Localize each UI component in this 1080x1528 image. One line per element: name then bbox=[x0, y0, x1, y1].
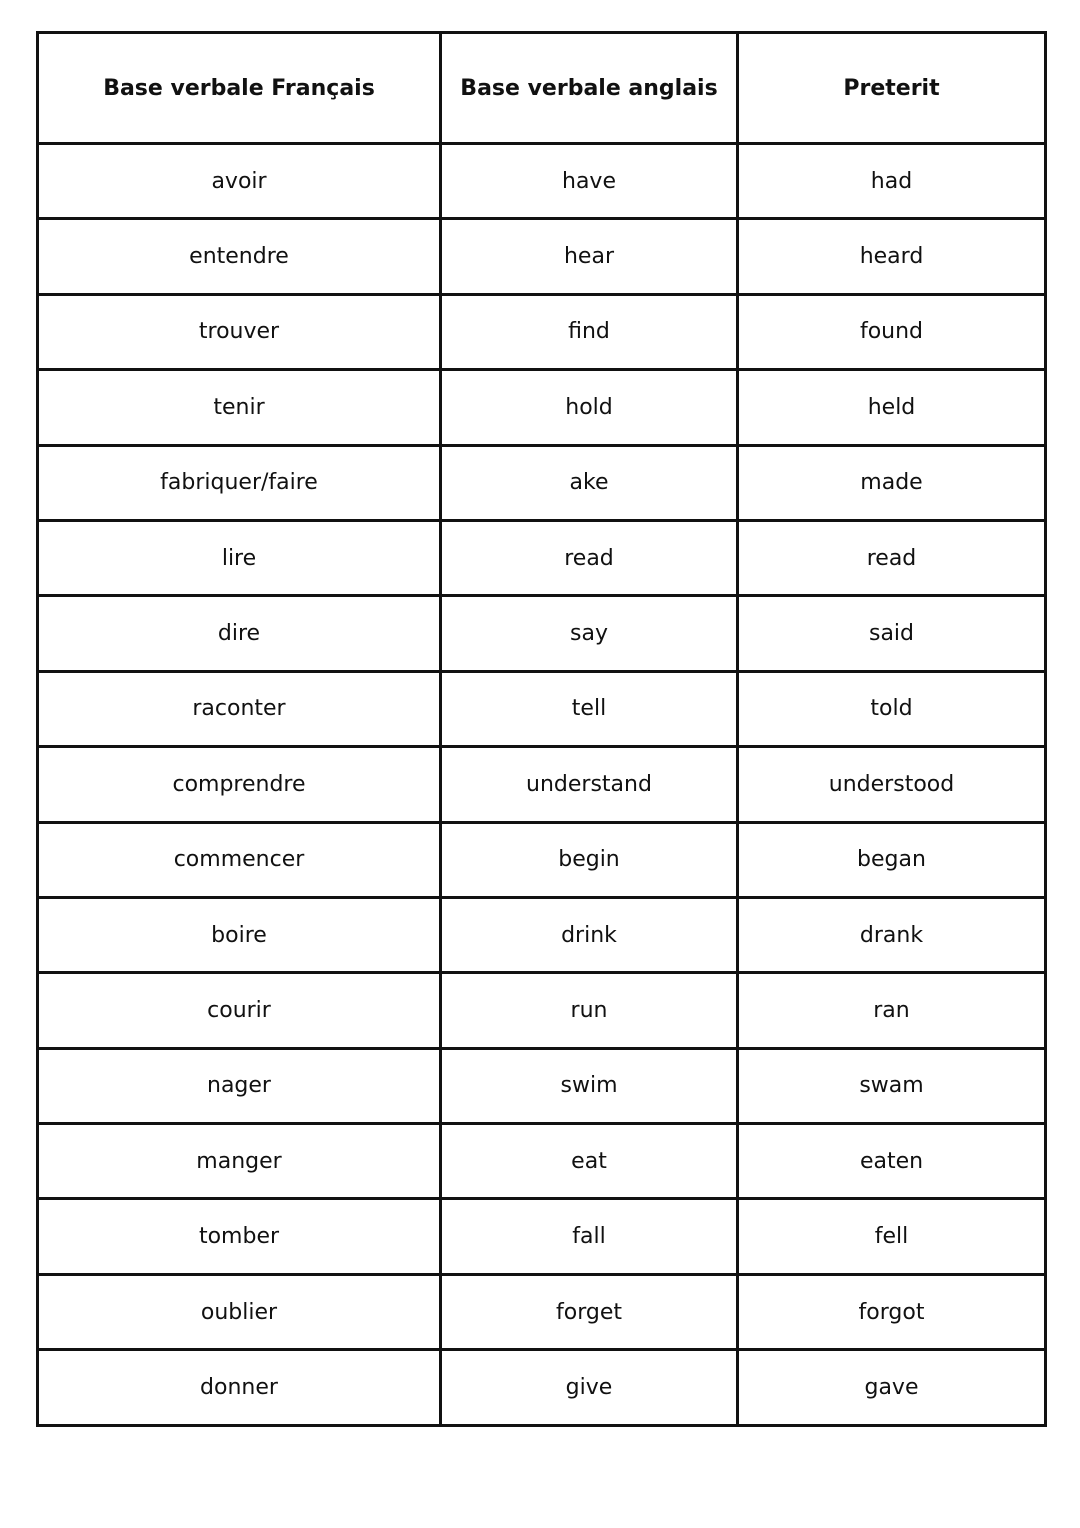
header-french-base: Base verbale Français bbox=[36, 31, 442, 145]
cell-english-base: read bbox=[439, 518, 739, 598]
cell-english-base: give bbox=[439, 1348, 739, 1427]
cell-preterit: eaten bbox=[736, 1122, 1047, 1201]
table-row: oublier forget forgot bbox=[36, 1272, 1047, 1352]
header-english-base: Base verbale anglais bbox=[439, 31, 739, 145]
cell-preterit: forgot bbox=[736, 1272, 1047, 1352]
table-row: boire drink drank bbox=[36, 895, 1047, 975]
cell-english-base: tell bbox=[439, 669, 739, 749]
cell-english-base: understand bbox=[439, 745, 739, 824]
cell-english-base: have bbox=[439, 141, 739, 221]
cell-french-base: avoir bbox=[36, 141, 442, 221]
cell-preterit: said bbox=[736, 594, 1047, 673]
cell-preterit: understood bbox=[736, 745, 1047, 824]
table-row: manger eat eaten bbox=[36, 1122, 1047, 1201]
cell-french-base: dire bbox=[36, 594, 442, 673]
cell-french-base: tenir bbox=[36, 368, 442, 447]
cell-preterit: read bbox=[736, 518, 1047, 598]
table-row: courir run ran bbox=[36, 971, 1047, 1050]
table-row: trouver find found bbox=[36, 292, 1047, 372]
cell-preterit: heard bbox=[736, 217, 1047, 296]
cell-french-base: boire bbox=[36, 895, 442, 975]
table-row: donner give gave bbox=[36, 1348, 1047, 1427]
cell-english-base: ake bbox=[439, 443, 739, 522]
cell-french-base: nager bbox=[36, 1046, 442, 1126]
cell-english-base: run bbox=[439, 971, 739, 1050]
cell-french-base: fabriquer/faire bbox=[36, 443, 442, 522]
cell-french-base: manger bbox=[36, 1122, 442, 1201]
table-row: entendre hear heard bbox=[36, 217, 1047, 296]
cell-preterit: ran bbox=[736, 971, 1047, 1050]
cell-french-base: raconter bbox=[36, 669, 442, 749]
table-row: tomber fall fell bbox=[36, 1197, 1047, 1276]
cell-preterit: fell bbox=[736, 1197, 1047, 1276]
cell-preterit: held bbox=[736, 368, 1047, 447]
cell-french-base: courir bbox=[36, 971, 442, 1050]
cell-english-base: swim bbox=[439, 1046, 739, 1126]
cell-french-base: oublier bbox=[36, 1272, 442, 1352]
cell-french-base: lire bbox=[36, 518, 442, 598]
cell-english-base: drink bbox=[439, 895, 739, 975]
cell-french-base: trouver bbox=[36, 292, 442, 372]
cell-preterit: made bbox=[736, 443, 1047, 522]
cell-french-base: comprendre bbox=[36, 745, 442, 824]
cell-french-base: tomber bbox=[36, 1197, 442, 1276]
table-row: commencer begin began bbox=[36, 820, 1047, 899]
table-row: nager swim swam bbox=[36, 1046, 1047, 1126]
cell-english-base: eat bbox=[439, 1122, 739, 1201]
table-row: raconter tell told bbox=[36, 669, 1047, 749]
cell-french-base: entendre bbox=[36, 217, 442, 296]
table-row: tenir hold held bbox=[36, 368, 1047, 447]
cell-english-base: fall bbox=[439, 1197, 739, 1276]
cell-english-base: hold bbox=[439, 368, 739, 447]
cell-english-base: forget bbox=[439, 1272, 739, 1352]
cell-preterit: told bbox=[736, 669, 1047, 749]
table-row: lire read read bbox=[36, 518, 1047, 598]
table-row: fabriquer/faire ake made bbox=[36, 443, 1047, 522]
cell-french-base: commencer bbox=[36, 820, 442, 899]
table-body: avoir have had entendre hear heard trouver find… bbox=[36, 141, 1047, 1427]
table-row: avoir have had bbox=[36, 141, 1047, 221]
cell-preterit: drank bbox=[736, 895, 1047, 975]
verb-table: Base verbale Français Base verbale angla… bbox=[36, 31, 1047, 1427]
table-row: comprendre understand understood bbox=[36, 745, 1047, 824]
cell-preterit: gave bbox=[736, 1348, 1047, 1427]
header-preterit: Preterit bbox=[736, 31, 1047, 145]
header-row: Base verbale Français Base verbale angla… bbox=[36, 31, 1047, 145]
table-row: dire say said bbox=[36, 594, 1047, 673]
cell-preterit: swam bbox=[736, 1046, 1047, 1126]
cell-english-base: find bbox=[439, 292, 739, 372]
cell-preterit: began bbox=[736, 820, 1047, 899]
cell-english-base: say bbox=[439, 594, 739, 673]
cell-english-base: hear bbox=[439, 217, 739, 296]
cell-french-base: donner bbox=[36, 1348, 442, 1427]
cell-preterit: found bbox=[736, 292, 1047, 372]
cell-english-base: begin bbox=[439, 820, 739, 899]
cell-preterit: had bbox=[736, 141, 1047, 221]
